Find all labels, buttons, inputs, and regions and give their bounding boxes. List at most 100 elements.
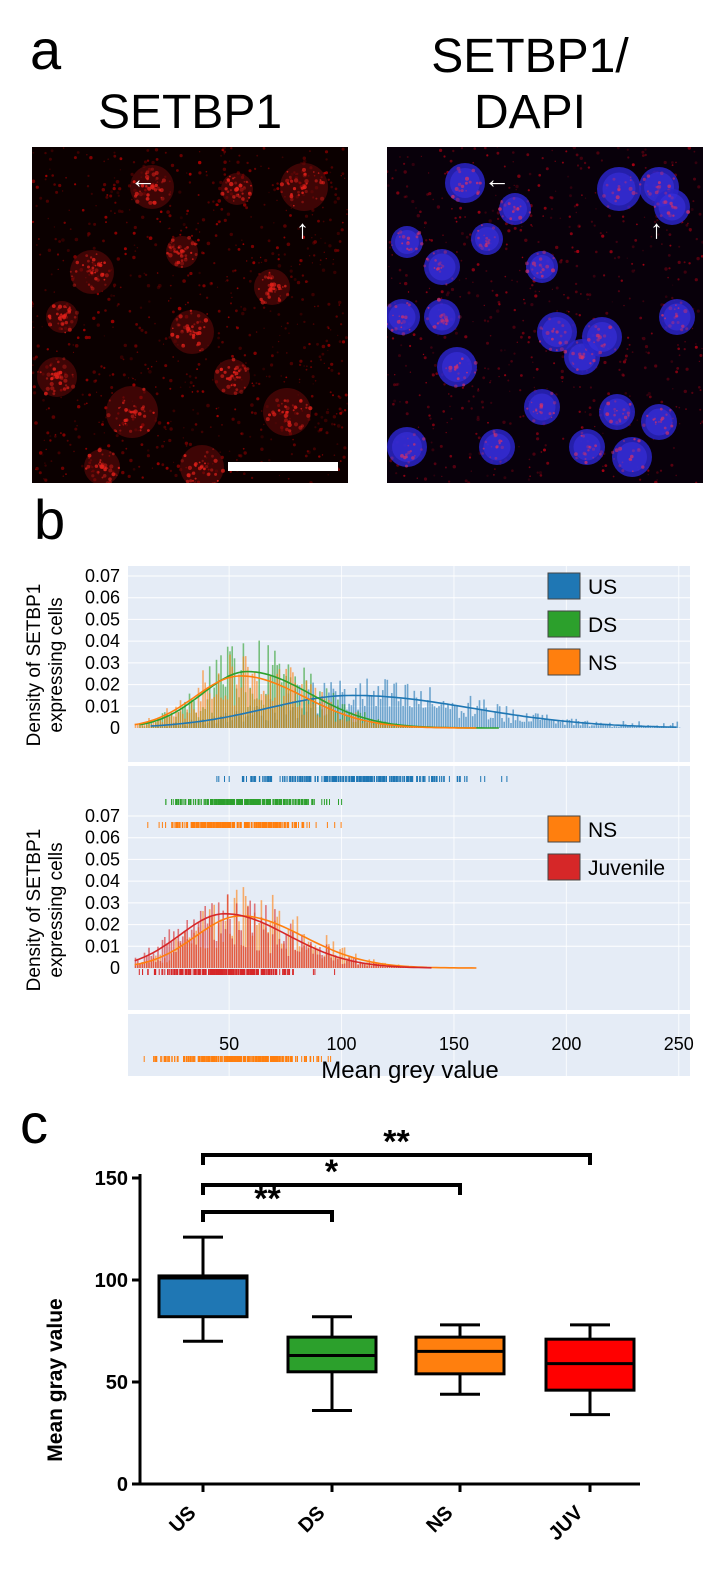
histogram-bar-juvenile: [148, 947, 150, 968]
histogram-bar-us: [418, 704, 420, 728]
histogram-bar-juvenile: [278, 938, 281, 968]
histogram-bar-us: [573, 725, 575, 728]
histogram-bar-us: [613, 726, 616, 728]
histogram-bar-juvenile: [316, 954, 319, 968]
histogram-bar-juvenile: [143, 952, 146, 968]
histogram-bar-ns: [233, 897, 236, 968]
histogram-bar-juvenile: [159, 961, 162, 968]
panel-a-letter: a: [30, 18, 62, 81]
histogram-bar-ns: [202, 670, 204, 728]
bottom-ytick-label: 0: [110, 958, 120, 978]
histogram-bar-us: [397, 701, 400, 728]
box-us: [157, 1235, 249, 1343]
histogram-bar-juvenile: [312, 953, 314, 968]
histogram-bar-juvenile: [384, 967, 386, 968]
histogram-bar-us: [512, 709, 514, 728]
histogram-bar-us: [611, 726, 613, 728]
histogram-bar-us: [541, 714, 544, 728]
histogram-bar-ns: [193, 709, 195, 728]
histogram-bar-us: [532, 714, 535, 728]
histogram-bar-ns: [170, 713, 173, 728]
histogram-bar-juvenile: [141, 962, 144, 968]
histogram-bar-us: [519, 720, 521, 728]
histogram-bar-juvenile: [235, 903, 238, 968]
histogram-bar-us: [478, 700, 481, 728]
histogram-bar-ns: [384, 723, 386, 728]
histogram-bar-us: [368, 696, 371, 728]
histogram-bar-ns: [188, 712, 191, 728]
setbp1-micrograph-image: [32, 147, 348, 483]
histogram-bar-ns: [258, 699, 260, 728]
histogram-bar-us: [629, 726, 631, 728]
histogram-bar-juvenile: [280, 948, 283, 968]
legend-swatch-juvenile: [547, 853, 581, 881]
histogram-bar-ns: [137, 724, 139, 728]
histogram-bar-ns: [298, 705, 301, 728]
histogram-bar-us: [393, 683, 395, 728]
top-ytick-label: 0.03: [85, 653, 120, 673]
histogram-bar-us: [456, 706, 458, 728]
histogram-bar-us: [370, 695, 373, 728]
histogram-bar-us: [550, 720, 553, 728]
histogram-bar-ns: [359, 719, 362, 728]
histogram-bar-us: [534, 713, 537, 728]
setbp1-dapi-micrograph-image: [387, 147, 703, 483]
histogram-bar-juvenile: [283, 941, 285, 968]
histogram-bar-us: [575, 718, 577, 728]
histogram-bar-juvenile: [321, 955, 323, 968]
box-xtick-label-ns: NS: [422, 1502, 457, 1537]
histogram-bar-us: [539, 720, 541, 728]
histogram-bar-ns: [334, 721, 337, 728]
histogram-bar-ns: [287, 928, 290, 968]
histogram-bar-juvenile: [226, 894, 229, 968]
significance-label: *: [325, 1153, 339, 1191]
histogram-bar-ns: [292, 672, 294, 728]
histogram-bar-juvenile: [269, 953, 272, 968]
histogram-bar-us: [375, 706, 377, 728]
box-xtick-label-juv: JUV: [544, 1502, 588, 1546]
histogram-bar-ds: [274, 650, 276, 728]
histogram-bar-us: [395, 682, 398, 728]
bottom-ytick-label: 0.07: [85, 806, 120, 826]
legend-label-ns: NS: [588, 652, 617, 675]
histogram-bar-juvenile: [211, 903, 213, 968]
histogram-bar-us: [386, 679, 389, 728]
histogram-bar-ds: [184, 701, 186, 728]
box-iqr: [157, 1274, 249, 1319]
histogram-bar-ns: [256, 681, 258, 728]
histogram-bar-juvenile: [303, 945, 305, 968]
legend-label-juvenile: Juvenile: [588, 857, 665, 880]
histogram-bar-us: [591, 725, 593, 728]
histogram-bar-ns: [244, 896, 247, 968]
histogram-bar-us: [651, 727, 654, 728]
histogram-bar-us: [505, 706, 508, 728]
histogram-bar-us: [485, 707, 487, 728]
top-ytick-label: 0.06: [85, 588, 120, 608]
histogram-bar-us: [402, 705, 404, 728]
histogram-bar-ns: [233, 705, 236, 728]
histogram-bar-ns: [256, 925, 258, 968]
histogram-bar-us: [537, 713, 539, 728]
histogram-bar-us: [458, 717, 461, 728]
histogram-bar-us: [528, 721, 530, 728]
bars-juvenile: [134, 894, 434, 968]
histogram-bar-us: [377, 686, 380, 728]
histogram-bar-ns: [141, 725, 144, 728]
histogram-bar-us: [582, 721, 584, 728]
histogram-bar-ns: [146, 725, 148, 728]
histogram-bar-us: [627, 726, 629, 728]
histogram-bar-juvenile: [150, 956, 153, 968]
setbp1-dapi-title-line2: DAPI: [473, 86, 587, 139]
histogram-bar-ns: [229, 654, 231, 728]
histogram-bar-us: [606, 724, 609, 728]
top-ytick-label: 0.04: [85, 631, 120, 651]
bottom-ytick-label: 0.05: [85, 849, 120, 869]
histogram-bar-ns: [211, 698, 213, 728]
histogram-bar-ns: [213, 697, 215, 728]
histogram-bar-juvenile: [161, 939, 164, 968]
kde-line-ns: [134, 675, 477, 729]
histogram-bar-ns: [296, 916, 299, 968]
box-ds: [286, 1315, 378, 1413]
histogram-bar-ns: [213, 904, 215, 968]
histogram-bar-ds: [337, 699, 339, 728]
